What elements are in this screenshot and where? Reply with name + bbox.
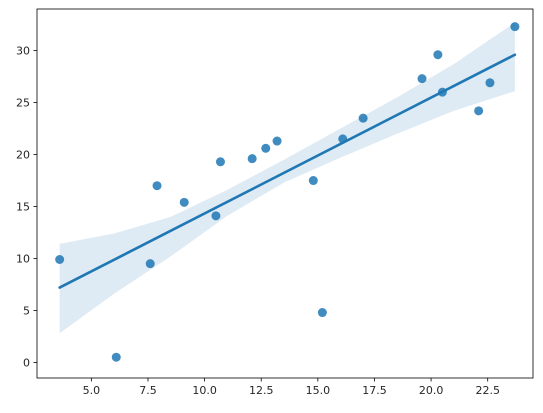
x-tick-label: 5.0 [83, 384, 101, 397]
y-axis-ticks: 0 5 10 15 20 25 30 [16, 45, 37, 369]
scatter-point [111, 352, 121, 362]
x-axis-ticks: 5.0 7.5 10.0 12.5 15.0 17.5 20.0 22.5 [83, 378, 500, 397]
x-tick-label: 10.0 [192, 384, 217, 397]
y-tick-label: 5 [23, 304, 30, 317]
scatter-point [55, 255, 65, 265]
scatter-point [358, 113, 368, 123]
scatter-points-layer [55, 22, 520, 362]
scatter-point [317, 308, 327, 318]
y-tick-label: 10 [16, 252, 30, 265]
scatter-point [179, 197, 189, 207]
x-tick-label: 7.5 [139, 384, 157, 397]
scatter-point [211, 211, 221, 221]
x-tick-label: 12.5 [249, 384, 274, 397]
scatter-point [152, 181, 162, 191]
y-tick-label: 15 [16, 200, 30, 213]
y-tick-label: 0 [23, 356, 30, 369]
scatter-point [272, 136, 282, 146]
scatter-point [433, 50, 443, 60]
x-tick-label: 20.0 [419, 384, 444, 397]
scatter-point [437, 87, 447, 97]
scatter-point [261, 143, 271, 153]
confidence-band-layer [59, 22, 515, 334]
regression-line-layer [58, 53, 517, 289]
scatter-point [215, 157, 225, 167]
x-tick-label: 17.5 [362, 384, 387, 397]
scatter-point [308, 176, 318, 186]
scatter-point [474, 106, 484, 116]
scatter-point [145, 259, 155, 269]
scatter-point [417, 74, 427, 84]
regression-line [58, 53, 517, 289]
plot-frame [36, 8, 534, 379]
x-tick-label: 15.0 [306, 384, 331, 397]
y-tick-label: 30 [16, 45, 30, 58]
scatter-point [338, 134, 348, 144]
scatter-point [485, 78, 495, 88]
scatter-point [247, 154, 257, 164]
confidence-band [59, 22, 515, 334]
scatter-point [510, 22, 520, 32]
y-tick-label: 25 [16, 97, 30, 110]
x-tick-label: 22.5 [475, 384, 500, 397]
y-tick-label: 20 [16, 149, 30, 162]
